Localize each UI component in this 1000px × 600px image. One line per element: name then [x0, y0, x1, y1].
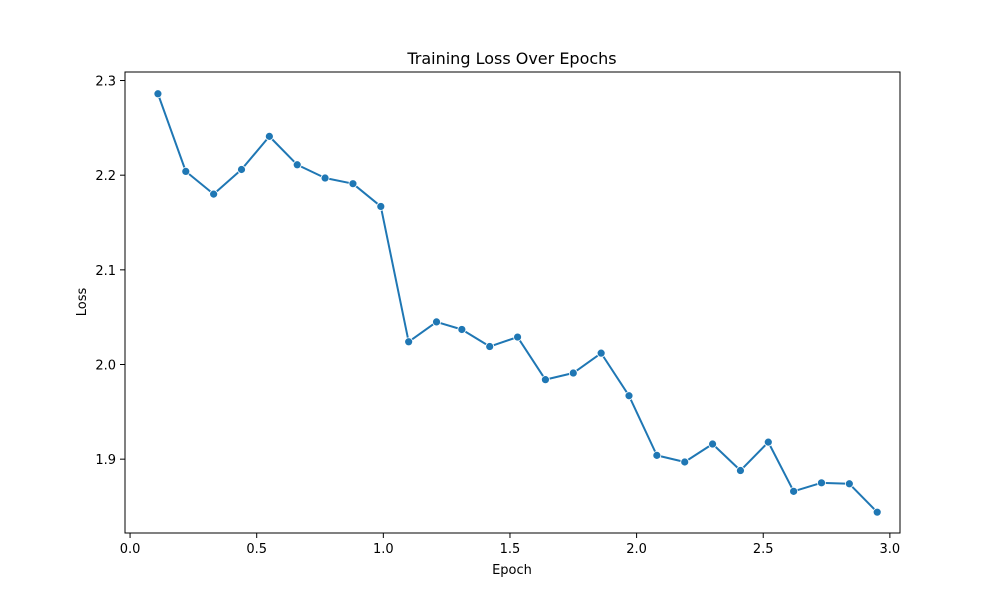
data-point — [513, 332, 522, 342]
x-tick-label: 2.5 — [753, 542, 774, 557]
data-point — [680, 457, 690, 467]
data-point — [485, 342, 495, 351]
data-point — [320, 173, 330, 183]
plot-frame — [124, 71, 901, 534]
data-point — [872, 507, 882, 517]
y-tick-label: 2.2 — [95, 169, 116, 184]
y-tick-label: 2.3 — [95, 75, 116, 90]
data-point — [596, 348, 606, 358]
x-tick-label: 0.5 — [246, 542, 267, 557]
data-point — [432, 317, 441, 327]
data-point — [209, 189, 219, 199]
data-point — [652, 450, 662, 460]
data-point — [763, 437, 773, 447]
data-point — [181, 166, 191, 176]
data-point — [264, 131, 274, 141]
data-point — [348, 179, 358, 189]
data-point — [708, 439, 717, 449]
y-tick-label: 1.9 — [95, 453, 116, 468]
x-axis-label: Epoch — [492, 563, 532, 578]
data-point — [568, 368, 578, 378]
data-point — [404, 337, 414, 347]
data-point — [237, 165, 246, 174]
chart-title: Training Loss Over Epochs — [406, 49, 616, 68]
x-tick-label: 1.5 — [500, 542, 521, 557]
data-point — [844, 479, 854, 489]
data-point — [292, 160, 302, 170]
data-point — [817, 478, 826, 488]
data-point — [541, 375, 550, 385]
x-tick-label: 0.0 — [120, 542, 141, 557]
data-point — [376, 202, 386, 211]
y-axis-label: Loss — [75, 288, 90, 317]
loss-line — [156, 93, 878, 513]
data-point — [736, 466, 745, 475]
x-tick-label: 3.0 — [880, 542, 901, 557]
data-point — [789, 486, 799, 496]
y-tick-label: 2.0 — [95, 359, 116, 374]
data-point — [457, 325, 467, 334]
plot-area: 0.0 0.5 1.0 1.5 2.0 2.5 3.0 1.9 2.0 2.1 2.2 2.3 — [95, 71, 901, 557]
data-point — [153, 89, 163, 99]
y-tick-label: 2.1 — [95, 264, 116, 279]
x-tick-label: 1.0 — [373, 542, 394, 557]
data-point — [624, 391, 634, 401]
x-tick-label: 2.0 — [626, 542, 647, 557]
